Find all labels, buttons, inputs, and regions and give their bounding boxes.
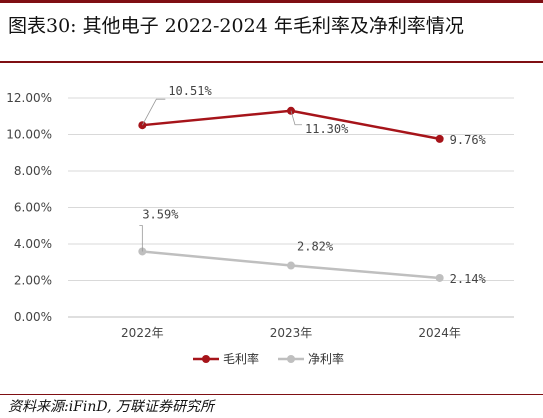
data-label: 10.51% xyxy=(168,84,212,98)
y-tick-label: 12.00% xyxy=(6,91,52,105)
data-label: 2.82% xyxy=(297,240,334,254)
data-point xyxy=(435,134,444,143)
data-label: 3.59% xyxy=(142,207,179,221)
leader-line xyxy=(139,225,143,252)
source-note: 资料来源:iFinD, 万联证券研究所 xyxy=(8,399,215,415)
legend: 毛利率 净利率 xyxy=(193,351,344,366)
data-label: 2.14% xyxy=(450,272,487,286)
data-point xyxy=(435,273,444,282)
y-tick-label: 6.00% xyxy=(14,201,52,215)
y-tick-label: 2.00% xyxy=(14,274,52,288)
y-tick-label: 10.00% xyxy=(6,128,52,142)
legend-label: 净利率 xyxy=(308,351,344,366)
y-tick-label: 4.00% xyxy=(14,237,52,251)
line-chart: 0.00% 2.00% 4.00% 6.00% 8.00% 10.00% 12.00% 202… xyxy=(6,84,514,366)
series-layer xyxy=(138,106,444,282)
leader-line xyxy=(290,110,302,126)
data-label: 11.30% xyxy=(305,122,349,136)
leader-line xyxy=(141,98,166,126)
axis-layer: 0.00% 2.00% 4.00% 6.00% 8.00% 10.00% 12.00% 202… xyxy=(6,91,514,340)
footer-divider xyxy=(0,394,543,395)
figure-title: 图表30: 其他电子 2022-2024 年毛利率及净利率情况 xyxy=(8,15,464,37)
legend-label: 毛利率 xyxy=(223,351,259,366)
title-divider xyxy=(0,61,543,63)
legend-marker xyxy=(202,355,210,363)
data-point xyxy=(138,121,147,130)
x-tick-label: 2023年 xyxy=(270,326,313,340)
data-label: 9.76% xyxy=(450,133,487,147)
y-tick-label: 8.00% xyxy=(14,164,52,178)
title-bar: 图表30: 其他电子 2022-2024 年毛利率及净利率情况 xyxy=(0,0,543,48)
data-label-layer: 10.51% 11.30% 9.76% 3.59% 2.82% 2.14% xyxy=(139,84,487,286)
data-point xyxy=(287,261,295,270)
x-tick-label: 2024年 xyxy=(418,326,461,340)
legend-marker xyxy=(287,355,295,363)
x-tick-label: 2022年 xyxy=(121,326,164,340)
grid-layer xyxy=(68,97,514,318)
y-tick-label: 0.00% xyxy=(14,310,52,324)
